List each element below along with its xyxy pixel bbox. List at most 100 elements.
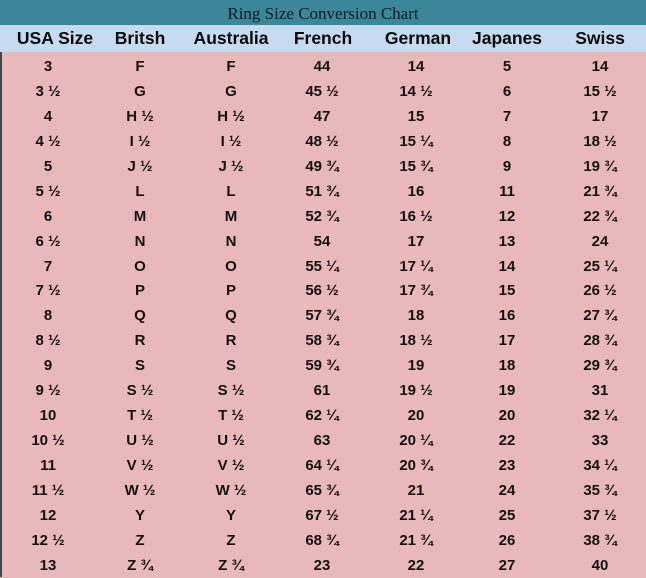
cell-japanese: 27 bbox=[498, 556, 516, 574]
table-row: 3 F F 44 14 5 14 bbox=[0, 54, 646, 79]
cell-german: 17 bbox=[407, 232, 425, 250]
cell-japanese: 7 bbox=[502, 107, 512, 125]
cell-japanese: 20 bbox=[498, 407, 516, 425]
cell-british: Z bbox=[135, 531, 145, 549]
cell-british: J ½ bbox=[127, 157, 153, 175]
cell-british: O bbox=[134, 257, 146, 275]
cell-usa: 3 bbox=[43, 58, 53, 75]
cell-australia: Q bbox=[225, 307, 237, 325]
cell-swiss: 24 bbox=[591, 232, 609, 250]
table-row: 11 V ½ V ½ 64 ¼ 20 ¾ 23 34 ¼ bbox=[0, 453, 646, 478]
table-row: 12 ½ Z Z 68 ¾ 21 ¾ 26 38 ¾ bbox=[0, 528, 646, 553]
cell-german: 15 ¾ bbox=[399, 157, 433, 175]
table-row: 3 ½ G G 45 ½ 14 ½ 6 15 ½ bbox=[0, 79, 646, 104]
table-row: 7 O O 55 ¼ 17 ¼ 14 25 ¼ bbox=[0, 254, 646, 279]
cell-usa: 3 ½ bbox=[35, 82, 61, 100]
cell-japanese: 15 bbox=[498, 282, 516, 300]
cell-usa: 9 ½ bbox=[35, 382, 61, 400]
cell-british: Y bbox=[134, 506, 146, 524]
table-row: 13 Z ¾ Z ¾ 23 22 27 40 bbox=[0, 553, 646, 578]
cell-german: 15 ¼ bbox=[399, 132, 433, 150]
cell-swiss: 33 bbox=[591, 432, 609, 450]
cell-australia: W ½ bbox=[215, 481, 247, 499]
left-border bbox=[0, 0, 2, 577]
cell-japanese: 26 bbox=[498, 531, 516, 549]
cell-swiss: 14 bbox=[591, 58, 609, 75]
cell-australia: S bbox=[225, 357, 237, 375]
cell-japanese: 24 bbox=[498, 481, 516, 499]
cell-french: 54 bbox=[313, 232, 331, 250]
cell-british: G bbox=[134, 82, 146, 100]
table-row: 9 ½ S ½ S ½ 61 19 ½ 19 31 bbox=[0, 378, 646, 403]
cell-japanese: 18 bbox=[498, 357, 516, 375]
cell-usa: 5 ½ bbox=[35, 182, 61, 200]
cell-japanese: 23 bbox=[498, 457, 516, 474]
cell-japanese: 8 bbox=[502, 132, 512, 150]
cell-swiss: 21 ¾ bbox=[583, 182, 617, 200]
table-row: 9 S S 59 ¾ 19 18 29 ¾ bbox=[0, 353, 646, 378]
cell-british: S bbox=[134, 357, 146, 375]
cell-usa: 7 ½ bbox=[35, 282, 61, 300]
cell-usa: 12 ½ bbox=[31, 531, 65, 549]
cell-british: H ½ bbox=[126, 107, 154, 125]
chart-title: Ring Size Conversion Chart bbox=[0, 0, 646, 25]
cell-german: 16 bbox=[407, 182, 425, 200]
cell-british: F bbox=[135, 58, 145, 75]
cell-swiss: 34 ¼ bbox=[583, 457, 617, 474]
cell-british: U ½ bbox=[126, 432, 154, 450]
cell-japanese: 19 bbox=[498, 382, 516, 400]
table-row: 10 T ½ T ½ 62 ¼ 20 20 32 ¼ bbox=[0, 403, 646, 428]
cell-swiss: 28 ¾ bbox=[583, 332, 617, 350]
cell-japanese: 25 bbox=[498, 506, 516, 524]
column-header-british: Britsh bbox=[114, 28, 166, 48]
cell-australia: U ½ bbox=[217, 432, 245, 450]
cell-french: 47 bbox=[313, 107, 331, 125]
cell-australia: O bbox=[225, 257, 237, 275]
column-header-german: German bbox=[384, 28, 452, 48]
cell-german: 20 ¼ bbox=[399, 432, 433, 450]
cell-german: 18 ½ bbox=[399, 332, 433, 350]
cell-australia: Z ¾ bbox=[218, 556, 244, 574]
cell-german: 17 ¾ bbox=[399, 282, 433, 300]
cell-british: R bbox=[134, 332, 146, 350]
cell-swiss: 35 ¾ bbox=[583, 481, 617, 499]
cell-usa: 4 bbox=[43, 107, 53, 125]
cell-german: 15 bbox=[407, 107, 425, 125]
cell-japanese: 22 bbox=[498, 432, 516, 450]
cell-french: 44 bbox=[313, 58, 331, 75]
cell-australia: N bbox=[225, 232, 237, 250]
table-row: 7 ½ P P 56 ½ 17 ¾ 15 26 ½ bbox=[0, 278, 646, 303]
cell-french: 48 ½ bbox=[305, 132, 339, 150]
cell-french: 23 bbox=[313, 556, 331, 574]
cell-german: 19 ½ bbox=[399, 382, 433, 400]
cell-usa: 8 bbox=[43, 307, 53, 325]
cell-french: 62 ¼ bbox=[305, 407, 339, 425]
column-header-french: French bbox=[293, 28, 353, 48]
table-row: 6 ½ N N 54 17 13 24 bbox=[0, 229, 646, 254]
cell-australia: V ½ bbox=[217, 457, 245, 474]
cell-usa: 10 ½ bbox=[31, 432, 65, 450]
table-row: 5 J ½ J ½ 49 ¾ 15 ¾ 9 19 ¾ bbox=[0, 154, 646, 179]
cell-swiss: 22 ¾ bbox=[583, 207, 617, 225]
cell-french: 59 ¾ bbox=[305, 357, 339, 375]
cell-japanese: 13 bbox=[498, 232, 516, 250]
cell-usa: 11 bbox=[40, 457, 56, 474]
cell-british: I ½ bbox=[129, 132, 151, 150]
table-row: 4 H ½ H ½ 47 15 7 17 bbox=[0, 104, 646, 129]
cell-swiss: 18 ½ bbox=[583, 132, 617, 150]
cell-japanese: 14 bbox=[498, 257, 516, 275]
cell-german: 17 ¼ bbox=[399, 257, 433, 275]
cell-french: 51 ¾ bbox=[305, 182, 339, 200]
cell-french: 61 bbox=[313, 382, 331, 400]
table-row: 10 ½ U ½ U ½ 63 20 ¼ 22 33 bbox=[0, 428, 646, 453]
cell-german: 22 bbox=[407, 556, 425, 574]
cell-australia: R bbox=[225, 332, 237, 350]
cell-australia: H ½ bbox=[217, 107, 245, 125]
cell-british: Q bbox=[134, 307, 146, 325]
cell-german: 18 bbox=[407, 307, 425, 325]
cell-french: 68 ¾ bbox=[305, 531, 339, 549]
cell-swiss: 26 ½ bbox=[583, 282, 617, 300]
cell-usa: 13 bbox=[39, 556, 57, 574]
cell-german: 20 bbox=[407, 407, 425, 425]
cell-usa: 12 bbox=[39, 506, 57, 524]
